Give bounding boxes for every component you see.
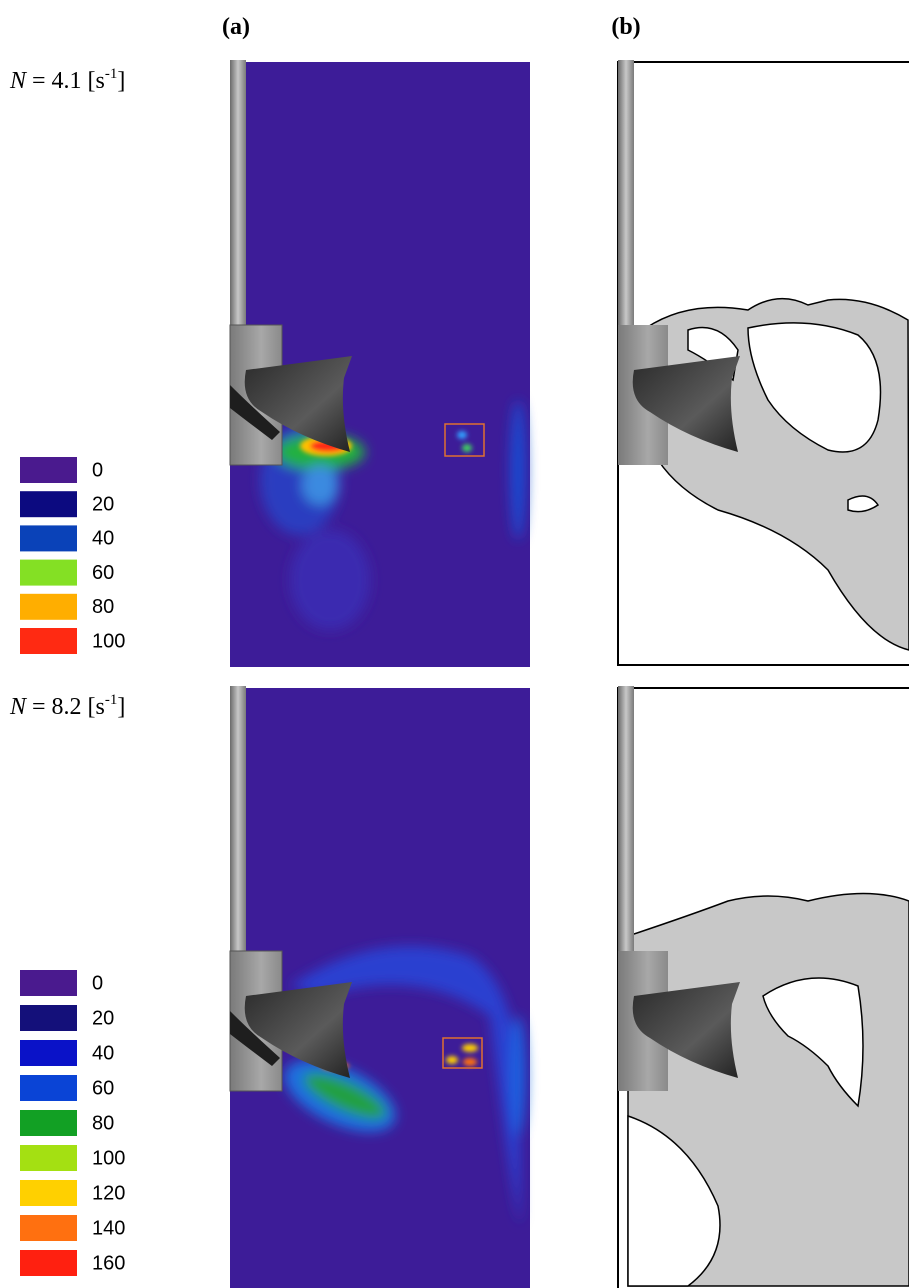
legend-label: 20 <box>92 1007 114 1029</box>
legend-label: 40 <box>92 528 114 550</box>
legend-swatch <box>20 1145 77 1171</box>
legends: 0 20 40 60 80 100 0 20 40 60 80 100 120 140 160 <box>20 457 125 1276</box>
heatmap <box>230 686 530 1288</box>
legend-swatch <box>20 628 77 654</box>
row-label: N = 8.2 [s-1] <box>9 692 125 720</box>
row-label: N = 4.1 [s-1] <box>9 66 125 94</box>
legend-label: 0 <box>92 972 103 994</box>
legend-swatch <box>20 1110 77 1136</box>
equals: = 4.1 [s <box>32 68 105 94</box>
heatmap <box>230 60 530 667</box>
legend-swatch <box>20 594 77 620</box>
close: ] <box>117 68 125 94</box>
legend-label: 80 <box>92 1112 114 1134</box>
figure: (a) (b) N = 4.1 [s-1] N = 8.2 [s-1] <box>0 0 909 1288</box>
legend-swatch <box>20 1005 77 1031</box>
equals: = 8.2 [s <box>32 694 105 720</box>
legend-swatch <box>20 970 77 996</box>
legend-swatch <box>20 1180 77 1206</box>
legend-swatch <box>20 457 77 483</box>
legend-swatch <box>20 525 77 551</box>
threshold-map <box>618 60 909 665</box>
legend-label: 60 <box>92 1077 114 1099</box>
exponent: -1 <box>105 692 118 708</box>
legend-swatch <box>20 1040 77 1066</box>
legend-swatch <box>20 1250 77 1276</box>
exponent: -1 <box>105 66 118 82</box>
legend-label: 20 <box>92 493 114 515</box>
legend-label: 100 <box>92 1147 125 1169</box>
variable: N <box>9 694 28 720</box>
legend-label: 60 <box>92 562 114 584</box>
legend-label: 120 <box>92 1182 125 1204</box>
legend-label: 100 <box>92 630 125 652</box>
legend-label: 140 <box>92 1217 125 1239</box>
legend-swatch <box>20 560 77 586</box>
legend-swatch <box>20 1075 77 1101</box>
legend-label: 160 <box>92 1252 125 1274</box>
panel-label: (a) <box>222 14 250 40</box>
legend-label: 0 <box>92 459 103 481</box>
threshold-map <box>618 686 909 1288</box>
legend-swatch <box>20 1215 77 1241</box>
variable: N <box>9 68 28 94</box>
panel-label: (b) <box>611 14 640 40</box>
close: ] <box>117 694 125 720</box>
legend-label: 80 <box>92 596 114 618</box>
legend-label: 40 <box>92 1042 114 1064</box>
legend-swatch <box>20 491 77 517</box>
